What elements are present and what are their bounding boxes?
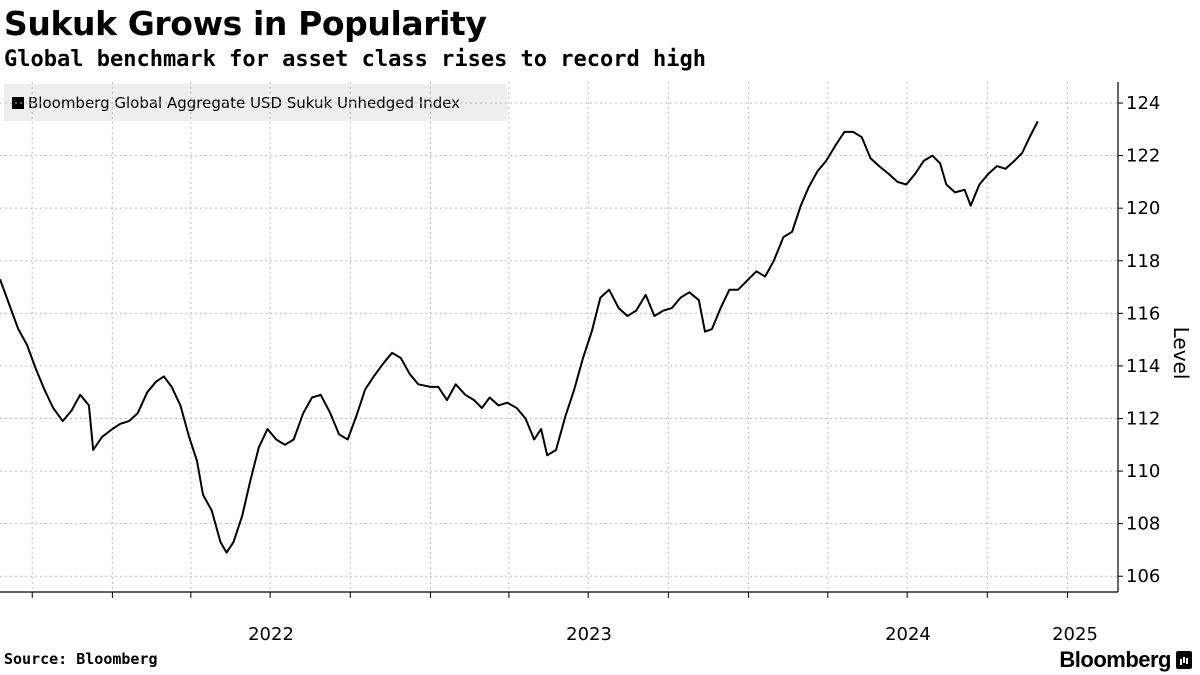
x-tick-label: 2023 bbox=[566, 624, 612, 645]
y-tick-label: 120 bbox=[1126, 198, 1160, 219]
series-line bbox=[0, 120, 1039, 554]
axes: 106 108 110 112 114 116 118 120 122 124 2022 2023 20… bbox=[0, 82, 1160, 645]
brand-name: Bloomberg bbox=[1059, 647, 1171, 672]
y-tick-label: 106 bbox=[1126, 566, 1160, 587]
y-tick-label: 108 bbox=[1126, 514, 1160, 535]
y-tick-label: 122 bbox=[1126, 146, 1160, 167]
x-tick-label: 2024 bbox=[885, 624, 931, 645]
source-note: Source: Bloomberg bbox=[4, 650, 158, 668]
y-tick-label: 118 bbox=[1126, 251, 1160, 272]
legend: Bloomberg Global Aggregate USD Sukuk Unh… bbox=[4, 84, 507, 121]
y-tick-label: 110 bbox=[1126, 461, 1160, 482]
series-layer bbox=[0, 120, 1039, 554]
brand-logo: Bloomberg bbox=[1059, 647, 1192, 673]
y-tick-label: 112 bbox=[1126, 408, 1160, 429]
y-tick-label: 116 bbox=[1126, 303, 1160, 324]
legend-label: Bloomberg Global Aggregate USD Sukuk Unh… bbox=[28, 93, 461, 112]
chart-title: Sukuk Grows in Popularity bbox=[4, 4, 487, 43]
y-tick-label: 124 bbox=[1126, 93, 1160, 114]
y-axis-title: Level bbox=[1169, 327, 1193, 380]
bloomberg-terminal-icon bbox=[1176, 651, 1192, 669]
x-tick-label: 2025 bbox=[1052, 624, 1098, 645]
x-tick-label: 2022 bbox=[248, 624, 294, 645]
grid bbox=[0, 82, 1118, 592]
legend-swatch bbox=[12, 96, 24, 109]
y-tick-label: 114 bbox=[1126, 356, 1160, 377]
chart-subtitle: Global benchmark for asset class rises t… bbox=[4, 47, 706, 72]
